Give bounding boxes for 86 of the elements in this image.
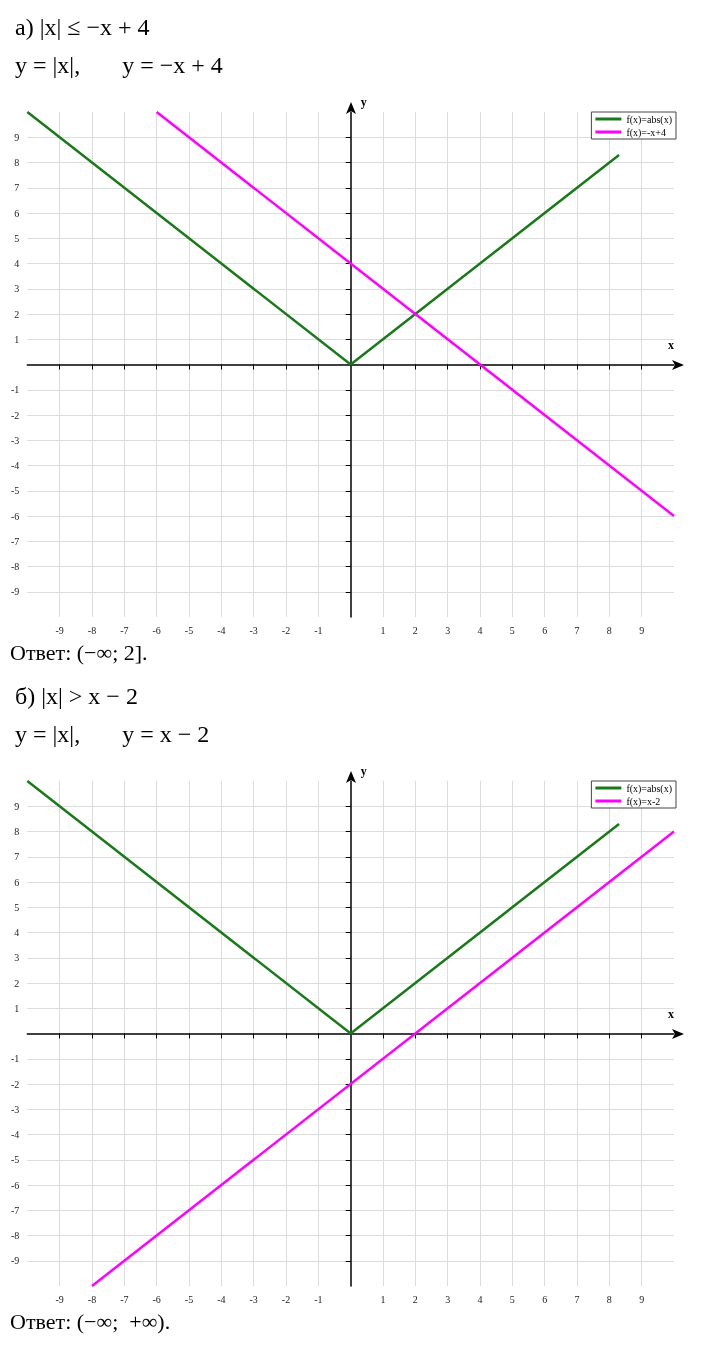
y-axis-title: y [360,764,367,778]
legend-label: f(x)=abs(x) [626,782,672,795]
x-tick-label: 4 [477,624,483,636]
chart-subtitle: y = |x|, y = −x + 4 [15,52,223,78]
x-tick-label: 3 [445,1293,451,1305]
y-tick-label: 5 [14,901,20,913]
y-tick-label: 2 [14,308,20,320]
x-tick-label: 5 [509,624,515,636]
y-tick-label: -9 [10,1255,20,1267]
y-tick-label: 6 [14,207,20,219]
y-tick-label: -8 [10,1230,20,1241]
x-tick-label: 7 [574,624,580,636]
x-tick-label: -4 [217,1293,226,1305]
y-tick-label: 8 [14,826,20,837]
y-tick-label: 4 [14,258,20,269]
x-tick-label: -7 [120,624,129,636]
x-tick-label: 9 [639,1293,645,1305]
y-tick-label: -5 [10,485,20,497]
x-tick-label: -8 [87,624,97,636]
x-tick-label: -6 [152,624,161,636]
x-tick-label: 8 [606,1293,612,1305]
x-tick-label: 8 [606,624,612,636]
x-tick-label: 2 [412,624,418,636]
y-tick-label: 3 [14,283,20,295]
y-tick-label: -6 [10,1179,20,1191]
y-tick-label: 1 [14,1002,20,1014]
chart-title: б) |x| > x − 2 [15,683,138,709]
x-tick-label: -2 [281,624,291,636]
y-tick-label: 4 [14,927,20,938]
x-tick-label: -9 [55,624,64,636]
x-tick-label: 1 [380,624,386,636]
chart-subtitle: y = |x|, y = x − 2 [15,721,210,747]
x-tick-label: 4 [477,1293,483,1305]
x-tick-label: -1 [314,624,323,636]
x-tick-label: -5 [184,624,194,636]
x-tick-label: 5 [509,1293,515,1305]
y-tick-label: -2 [10,409,20,421]
x-tick-label: 7 [574,1293,580,1305]
y-tick-label: 5 [14,232,20,244]
text: Ответ: (−∞; 2]. [10,639,148,665]
x-tick-label: 3 [445,624,451,636]
y-tick-label: 2 [14,977,20,989]
chart-title: а) |x| ≤ −x + 4 [15,14,150,40]
x-axis-title: x [668,337,674,352]
legend-label: f(x)=x-2 [626,795,661,808]
x-tick-label: 9 [639,624,645,636]
x-tick-label: -3 [249,624,258,636]
y-tick-label: -4 [10,1129,20,1140]
x-tick-label: -5 [184,1293,194,1305]
y-tick-label: 9 [14,131,20,143]
y-tick-label: 1 [14,333,20,345]
y-tick-label: 6 [14,876,20,888]
legend-label: f(x)=abs(x) [626,113,672,126]
x-tick-label: -2 [281,1293,291,1305]
x-axis-title: x [668,1006,674,1021]
y-tick-label: -2 [10,1078,20,1090]
y-tick-label: 8 [14,157,20,168]
y-tick-label: -3 [10,434,20,446]
y-tick-label: 3 [14,952,20,964]
x-tick-label: -1 [314,1293,323,1305]
x-tick-label: 1 [380,1293,386,1305]
y-tick-label: -8 [10,561,20,572]
y-tick-label: -1 [10,1053,20,1065]
x-tick-label: -7 [120,1293,129,1305]
y-tick-label: 7 [14,851,20,863]
y-tick-label: -7 [10,1204,20,1216]
y-tick-label: -9 [10,586,20,598]
y-tick-label: -5 [10,1154,20,1166]
y-tick-label: -6 [10,510,20,522]
y-axis-title: y [360,95,367,109]
y-tick-label: -4 [10,460,20,471]
x-tick-label: 2 [412,1293,418,1305]
y-tick-label: -1 [10,384,20,396]
y-tick-label: -3 [10,1103,20,1115]
x-tick-label: -3 [249,1293,258,1305]
y-tick-label: 9 [14,800,20,812]
text: Ответ: (−∞; +∞). [10,1308,171,1334]
x-tick-label: -6 [152,1293,161,1305]
y-tick-label: 7 [14,182,20,194]
x-tick-label: 6 [542,624,548,636]
x-tick-label: -4 [217,624,226,636]
x-tick-label: 6 [542,1293,548,1305]
y-tick-label: -7 [10,535,20,547]
x-tick-label: -9 [55,1293,64,1305]
x-tick-label: -8 [87,1293,97,1305]
legend-label: f(x)=-x+4 [626,126,666,139]
